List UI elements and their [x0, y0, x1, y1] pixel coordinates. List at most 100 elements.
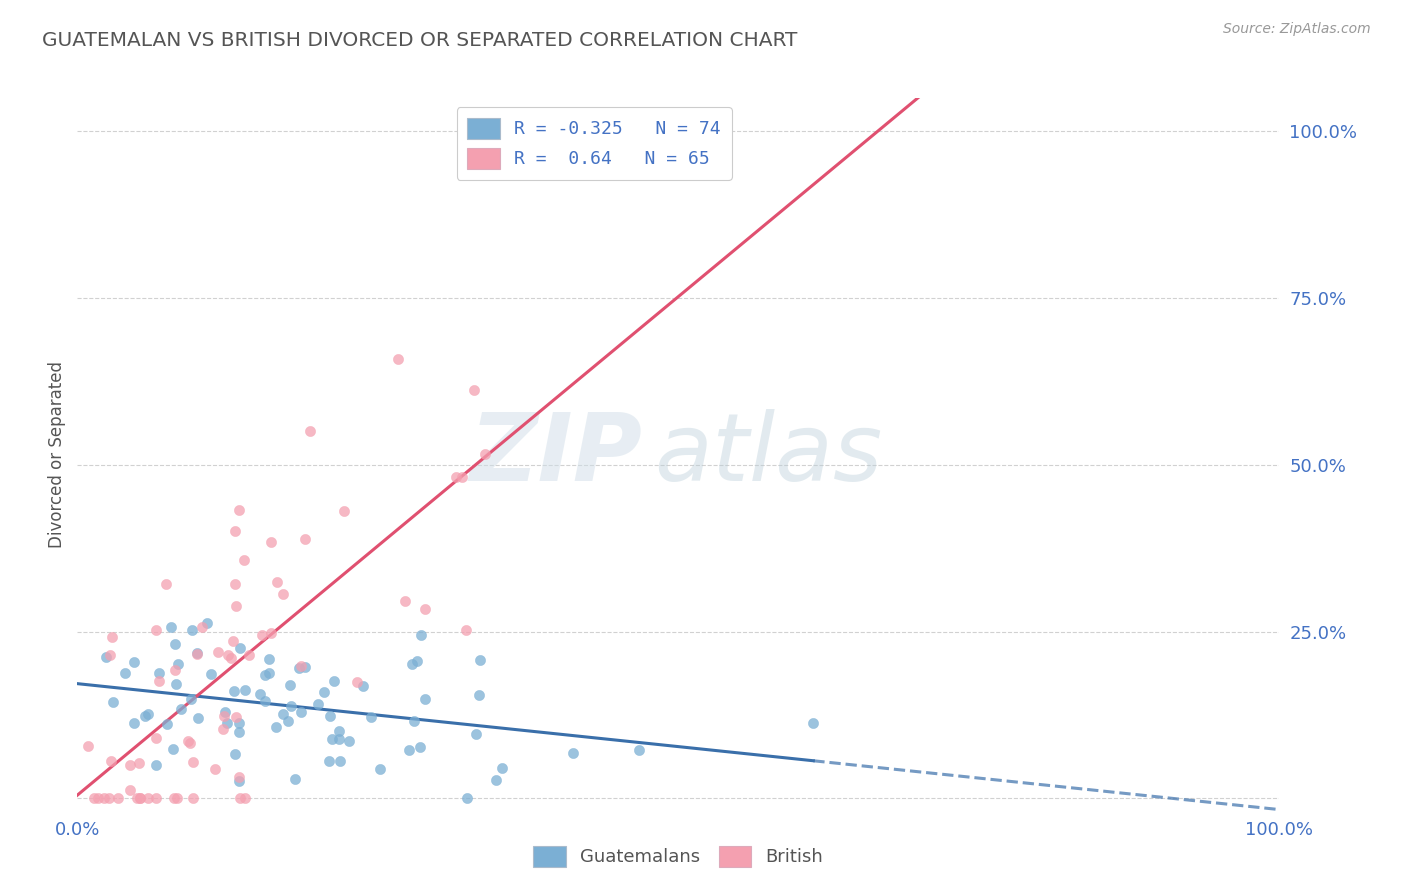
Point: [387, 351, 409, 366]
Point: [136, 790, 159, 805]
Point: [627, 743, 650, 757]
Point: [187, 711, 209, 725]
Point: [228, 725, 250, 739]
Point: [179, 736, 201, 750]
Point: [228, 503, 250, 517]
Point: [229, 790, 252, 805]
Point: [224, 524, 246, 538]
Point: [454, 623, 477, 637]
Y-axis label: Divorced or Separated: Divorced or Separated: [48, 361, 66, 549]
Text: Source: ZipAtlas.com: Source: ZipAtlas.com: [1223, 22, 1371, 37]
Point: [200, 666, 222, 681]
Point: [368, 762, 391, 776]
Point: [360, 710, 382, 724]
Point: [98, 790, 121, 805]
Point: [219, 650, 242, 665]
Point: [253, 693, 276, 707]
Point: [191, 620, 214, 634]
Point: [225, 710, 247, 724]
Point: [156, 717, 179, 731]
Point: [273, 586, 295, 600]
Point: [224, 576, 246, 591]
Point: [321, 731, 343, 746]
Point: [337, 733, 360, 747]
Point: [238, 648, 260, 662]
Point: [562, 746, 585, 760]
Point: [98, 648, 121, 663]
Point: [232, 553, 254, 567]
Point: [195, 615, 218, 630]
Point: [180, 624, 202, 638]
Point: [204, 762, 226, 776]
Point: [94, 650, 117, 665]
Point: [485, 773, 508, 788]
Point: [401, 657, 423, 672]
Point: [217, 716, 239, 731]
Point: [145, 790, 167, 805]
Point: [253, 668, 276, 682]
Point: [402, 714, 425, 728]
Point: [413, 692, 436, 706]
Point: [228, 716, 250, 731]
Point: [280, 678, 302, 692]
Point: [456, 790, 478, 805]
Point: [294, 533, 316, 547]
Point: [159, 619, 181, 633]
Point: [444, 469, 467, 483]
Point: [225, 599, 247, 613]
Point: [224, 747, 246, 762]
Point: [222, 634, 245, 648]
Point: [170, 702, 193, 716]
Point: [207, 645, 229, 659]
Text: atlas: atlas: [654, 409, 883, 500]
Point: [107, 790, 129, 805]
Point: [257, 652, 280, 666]
Point: [250, 628, 273, 642]
Point: [122, 715, 145, 730]
Point: [264, 720, 287, 734]
Point: [120, 782, 142, 797]
Point: [155, 577, 177, 591]
Point: [290, 705, 312, 719]
Point: [398, 743, 420, 757]
Point: [214, 705, 236, 719]
Point: [186, 646, 208, 660]
Point: [165, 677, 187, 691]
Point: [233, 790, 256, 805]
Point: [77, 739, 100, 754]
Point: [280, 699, 302, 714]
Point: [409, 628, 432, 642]
Point: [307, 697, 329, 711]
Point: [409, 740, 432, 755]
Point: [166, 790, 188, 805]
Point: [83, 790, 105, 805]
Point: [464, 727, 486, 741]
Point: [277, 714, 299, 728]
Point: [284, 772, 307, 786]
Point: [413, 601, 436, 615]
Legend: Guatemalans, British: Guatemalans, British: [526, 838, 831, 874]
Point: [266, 575, 288, 590]
Point: [162, 742, 184, 756]
Point: [233, 682, 256, 697]
Point: [346, 674, 368, 689]
Point: [100, 631, 122, 645]
Point: [352, 679, 374, 693]
Point: [328, 732, 350, 747]
Point: [128, 756, 150, 771]
Point: [212, 722, 235, 736]
Point: [125, 790, 148, 805]
Point: [801, 716, 824, 731]
Point: [165, 663, 187, 677]
Point: [103, 695, 125, 709]
Point: [329, 754, 352, 768]
Point: [100, 754, 122, 768]
Point: [468, 689, 491, 703]
Point: [183, 790, 205, 805]
Point: [314, 685, 336, 699]
Point: [249, 687, 271, 701]
Point: [145, 731, 167, 745]
Point: [166, 657, 188, 671]
Point: [128, 790, 150, 805]
Point: [148, 666, 170, 681]
